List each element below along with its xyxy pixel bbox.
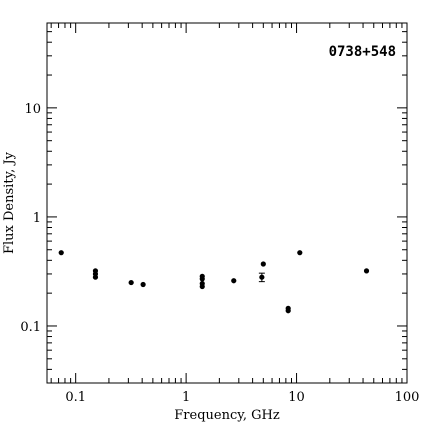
plot-frame <box>46 22 408 384</box>
x-axis-label: Frequency, GHz <box>174 408 280 423</box>
data-point <box>231 278 237 284</box>
chart-title: 0738+548 <box>329 44 396 60</box>
y-axis-label: Flux Density, Jy <box>2 151 17 254</box>
data-point <box>92 274 99 280</box>
x-tick-label: 100 <box>395 390 420 405</box>
data-point <box>199 283 205 290</box>
data-point <box>140 281 146 288</box>
data-point <box>259 274 265 280</box>
data-point <box>285 308 291 314</box>
data-point <box>260 261 266 267</box>
data-point <box>297 250 303 256</box>
x-tick-label: 1 <box>182 390 190 405</box>
x-tick-label: 10 <box>288 390 305 405</box>
tick-marks <box>47 22 408 384</box>
data-points <box>58 250 370 314</box>
y-tick-label: 10 <box>24 102 41 117</box>
y-tick-label: 0.1 <box>20 320 41 335</box>
data-point <box>199 276 205 282</box>
data-point <box>58 250 64 256</box>
x-tick-label: 0.1 <box>65 390 86 405</box>
tick-labels: 0.1 1 10 100 0.1 1 10 <box>20 102 419 405</box>
data-point <box>363 268 370 274</box>
y-tick-label: 1 <box>33 211 41 226</box>
data-point <box>128 279 134 286</box>
